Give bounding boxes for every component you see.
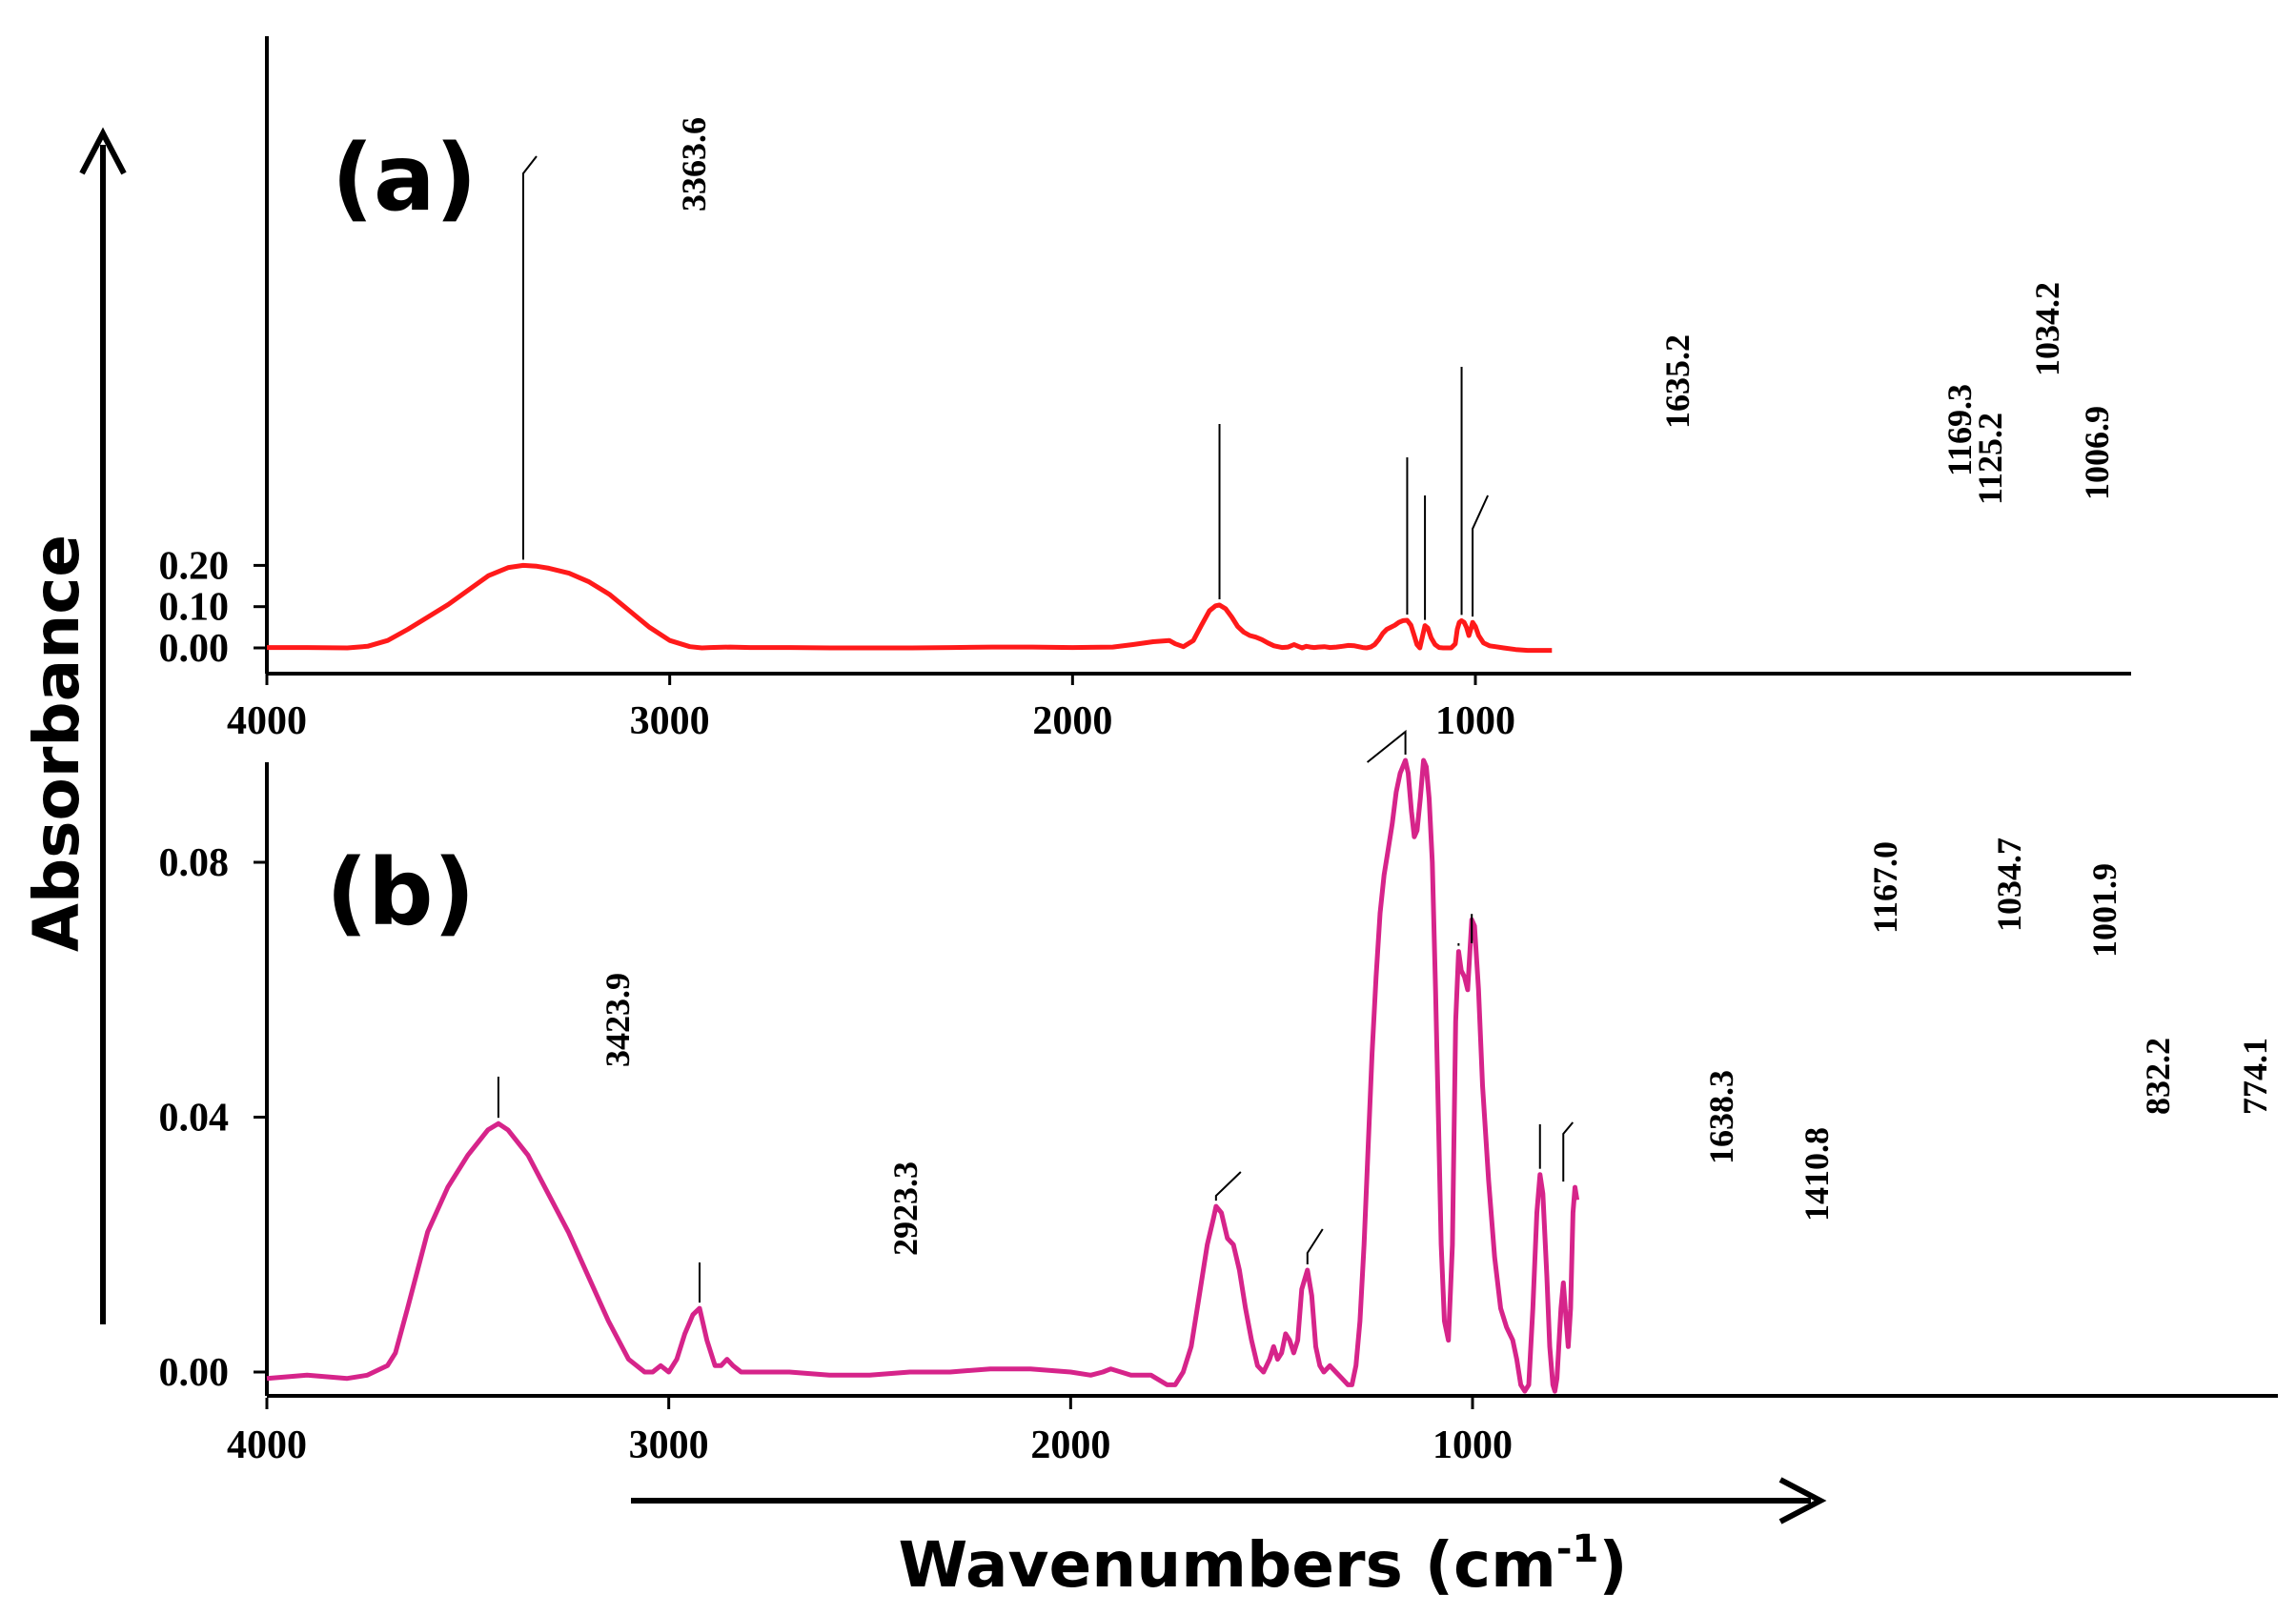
panel-a-label: (a) xyxy=(332,125,477,232)
panel-a-x-tick-label: 3000 xyxy=(630,699,710,743)
x-axis-title: Wavenumbers (cm-1) xyxy=(899,1527,1628,1602)
panel-a-x-tick-label: 1000 xyxy=(1435,699,1515,743)
panel-b-peak-leader xyxy=(1562,1121,1575,1182)
panel-a-peak-label: 1635.2 xyxy=(1658,334,1697,429)
panel-a-peak-annotation: 1006.9 xyxy=(1472,406,2116,617)
panel-b-y-tick-label: 0.04 xyxy=(159,1097,230,1141)
panel-b-x-tick-label: 3000 xyxy=(629,1423,709,1467)
panel-b-peak-annotation: 1638.3 xyxy=(1214,1070,1740,1201)
panel-a-y-tick-label: 0.10 xyxy=(159,586,230,630)
panel-b-peak-annotation: 1410.8 xyxy=(1306,1127,1836,1264)
panel-a-peak-leader xyxy=(521,155,538,560)
panel-b-peak-leader xyxy=(1306,1228,1324,1264)
panel-a-peak-annotation: 1034.2 xyxy=(1460,282,2066,616)
panel-b-x-tick-label: 4000 xyxy=(227,1423,307,1467)
panel-b-peak-annotation: 1001.9 xyxy=(1471,863,2123,958)
panel-b-x-tick-label: 2000 xyxy=(1030,1423,1110,1467)
panel-b-spectrum-line xyxy=(266,757,1580,1394)
panel-a-spectrum-line xyxy=(267,562,1553,654)
panel-a-peak-label: 1125.2 xyxy=(1971,413,2009,505)
panel-b-peak-label: 1410.8 xyxy=(1798,1127,1836,1221)
panel-b-peak-leader xyxy=(1214,1171,1242,1201)
panel-a-peak-annotation: 1635.2 xyxy=(1218,334,1697,599)
panel-a-peak-leader xyxy=(1472,495,1489,617)
panel-a-y-tick-label: 0.20 xyxy=(159,544,230,588)
panel-a-peak-annotation: 3363.6 xyxy=(521,117,713,560)
panel-a-y-tick-label: 0.00 xyxy=(159,627,230,671)
panel-b-peak-label: 3423.9 xyxy=(599,973,637,1067)
panel-b-peak-label: 1001.9 xyxy=(2085,863,2123,958)
panel-b-peak-annotation: 1034.7 xyxy=(1457,838,2028,946)
panel-a-peak-label: 1169.3 xyxy=(1940,384,1979,476)
panel-b: (b) 4000 3000 2000 1000 0.00 0.04 0.08 3423.9 2… xyxy=(159,729,2278,1467)
panel-b-label: (b) xyxy=(326,839,475,946)
panel-b-peak-label: 1034.7 xyxy=(1990,838,2028,932)
panel-a-peak-label: 3363.6 xyxy=(675,117,713,212)
panel-b-peak-label: 1167.0 xyxy=(1866,841,1904,934)
absorbance-arrow xyxy=(79,127,127,1324)
panel-a-peak-label: 1034.2 xyxy=(2028,282,2066,376)
panel-a: (a) 4000 3000 2000 1000 0.000.100.20 3363.6 1… xyxy=(159,36,2131,743)
panel-b-peak-annotation: 832.2 xyxy=(1538,1038,2177,1169)
panel-b-y-tick-label: 0.00 xyxy=(159,1351,230,1395)
panel-a-peak-annotation: 1125.2 xyxy=(1424,413,2009,620)
panel-b-peak-label: 832.2 xyxy=(2139,1038,2177,1115)
panel-b-peak-leader xyxy=(1366,729,1407,763)
panel-b-peak-annotation: 774.1 xyxy=(1562,1038,2274,1182)
panel-a-x-tick-label: 4000 xyxy=(227,699,307,743)
panel-b-peak-annotation: 2923.3 xyxy=(699,1161,924,1303)
panel-b-peak-annotation: 3423.9 xyxy=(497,973,637,1119)
wavenumber-arrow xyxy=(631,1477,1827,1524)
panel-b-peak-label: 1638.3 xyxy=(1702,1070,1740,1164)
panel-b-x-tick-label: 1000 xyxy=(1432,1423,1513,1467)
panel-a-x-tick-label: 2000 xyxy=(1032,699,1112,743)
panel-a-peak-annotation: 1169.3 xyxy=(1406,384,1979,615)
panel-b-peak-label: 774.1 xyxy=(2236,1038,2274,1115)
y-axis-title: Absorbance xyxy=(20,535,93,952)
panel-b-y-tick-label: 0.08 xyxy=(159,841,230,885)
panel-a-peak-label: 1006.9 xyxy=(2078,406,2116,500)
panel-b-peak-label: 2923.3 xyxy=(886,1161,924,1256)
panel-b-peak-annotation: 1167.0 xyxy=(1366,729,1904,934)
